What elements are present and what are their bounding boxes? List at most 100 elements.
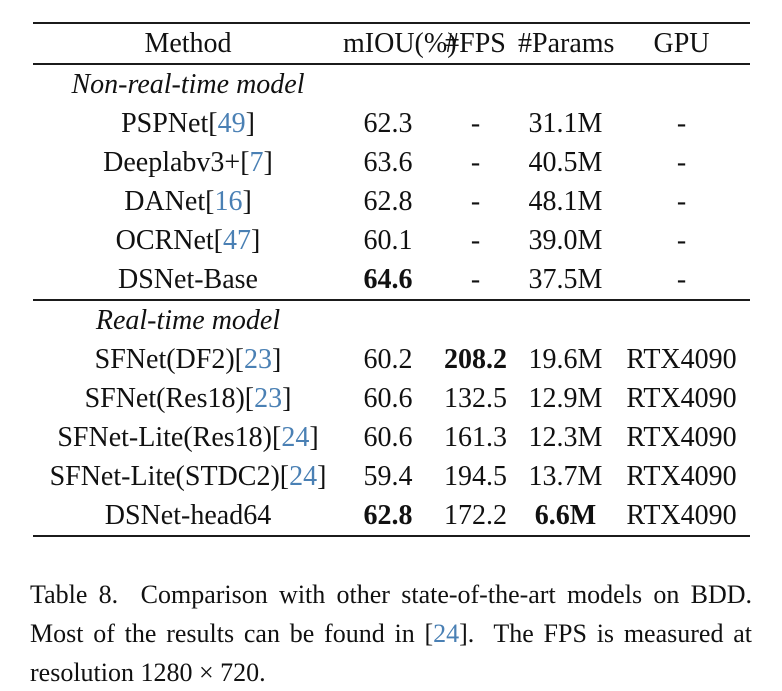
- miou-cell: 60.2: [363, 343, 413, 375]
- miou-cell: 60.6: [363, 382, 413, 414]
- col-header-method: Method: [144, 27, 232, 59]
- table-row: SFNet(Res18)[23] 60.6 132.5 12.9M RTX409…: [33, 379, 750, 418]
- citation-link[interactable]: 23: [254, 382, 283, 414]
- citation-link[interactable]: 49: [217, 107, 246, 139]
- table-row: DANet[16] 62.8 - 48.1M -: [33, 182, 750, 221]
- citation-link[interactable]: 24: [433, 619, 460, 648]
- fps-cell: -: [470, 185, 481, 217]
- gpu-cell: RTX4090: [626, 499, 737, 531]
- table-row: OCRNet[47] 60.1 - 39.0M -: [33, 221, 750, 260]
- method-cell: SFNet-Lite(Res18)[24]: [33, 421, 343, 453]
- col-header-params: #Params: [518, 27, 615, 59]
- citation-link[interactable]: 47: [223, 224, 251, 256]
- table-header-row: Method mIOU(%) #FPS #Params GPU: [33, 24, 750, 63]
- gpu-cell: RTX4090: [626, 460, 737, 492]
- table-row: PSPNet[49] 62.3 - 31.1M -: [33, 104, 750, 143]
- gpu-cell: -: [676, 107, 687, 139]
- gpu-cell: RTX4090: [626, 382, 737, 414]
- table-header-rule: [33, 63, 750, 65]
- results-table: Method mIOU(%) #FPS #Params GPU Non-real…: [33, 22, 750, 537]
- method-name: PSPNet[: [121, 107, 218, 139]
- caption-text: ]. The FPS is measured at resolution 128…: [30, 619, 752, 687]
- method-name-close: ]: [242, 185, 252, 217]
- fps-cell: 194.5: [444, 460, 507, 492]
- fps-cell: -: [470, 107, 481, 139]
- gpu-cell: -: [676, 263, 687, 295]
- gpu-cell: -: [676, 146, 687, 178]
- miou-cell: 64.6: [363, 263, 413, 295]
- method-name-close: ]: [263, 146, 273, 178]
- method-name-close: ]: [317, 460, 327, 492]
- params-cell: 6.6M: [534, 499, 597, 531]
- method-name-close: ]: [309, 421, 319, 453]
- miou-cell: 62.8: [363, 185, 413, 217]
- miou-cell: 63.6: [363, 146, 413, 178]
- method-cell: Deeplabv3+[7]: [33, 146, 343, 178]
- method-cell: SFNet(Res18)[23]: [33, 382, 343, 414]
- method-cell: PSPNet[49]: [33, 107, 343, 139]
- method-name: Deeplabv3+[: [103, 146, 250, 178]
- table-caption: Table 8. Comparison with other state-of-…: [30, 575, 752, 691]
- section-row-real-time: Real-time model: [33, 301, 750, 340]
- method-name: DANet[: [124, 185, 215, 217]
- table-row: DSNet-Base 64.6 - 37.5M -: [33, 260, 750, 299]
- method-name-close: ]: [245, 107, 255, 139]
- fps-cell: -: [470, 263, 481, 295]
- section-label: Non-real-time model: [71, 68, 305, 100]
- params-cell: 40.5M: [528, 146, 603, 178]
- section-label: Real-time model: [95, 304, 281, 336]
- col-header-miou: mIOU(%): [343, 27, 457, 59]
- params-cell: 48.1M: [528, 185, 603, 217]
- miou-cell: 60.6: [363, 421, 413, 453]
- method-name: SFNet-Lite(Res18)[: [57, 421, 282, 453]
- fps-cell: 172.2: [444, 499, 507, 531]
- method-name: SFNet(DF2)[: [94, 343, 244, 375]
- method-name: SFNet-Lite(STDC2)[: [49, 460, 290, 492]
- table-top-rule: [33, 22, 750, 24]
- gpu-cell: -: [676, 185, 687, 217]
- citation-link[interactable]: 24: [281, 421, 310, 453]
- params-cell: 12.9M: [528, 382, 603, 414]
- method-cell: SFNet(DF2)[23]: [33, 343, 343, 375]
- citation-link[interactable]: 16: [214, 185, 243, 217]
- method-cell: SFNet-Lite(STDC2)[24]: [33, 460, 343, 492]
- params-cell: 19.6M: [528, 343, 603, 375]
- col-header-fps: #FPS: [445, 27, 506, 59]
- gpu-cell: RTX4090: [626, 421, 737, 453]
- table-row: DSNet-head64 62.8 172.2 6.6M RTX4090: [33, 496, 750, 535]
- params-cell: 39.0M: [528, 224, 603, 256]
- method-name: DSNet-Base: [118, 263, 258, 295]
- params-cell: 37.5M: [528, 263, 603, 295]
- method-name: DSNet-head64: [104, 499, 272, 531]
- method-name: OCRNet[: [115, 224, 223, 256]
- method-cell: DANet[16]: [33, 185, 343, 217]
- fps-cell: 132.5: [444, 382, 507, 414]
- miou-cell: 62.8: [363, 499, 413, 531]
- table-row: SFNet-Lite(Res18)[24] 60.6 161.3 12.3M R…: [33, 418, 750, 457]
- miou-cell: 60.1: [363, 224, 413, 256]
- gpu-cell: -: [676, 224, 687, 256]
- citation-link[interactable]: 24: [289, 460, 318, 492]
- method-cell: OCRNet[47]: [33, 224, 343, 256]
- table-row: SFNet(DF2)[23] 60.2 208.2 19.6M RTX4090: [33, 340, 750, 379]
- miou-cell: 59.4: [363, 460, 413, 492]
- table-row: SFNet-Lite(STDC2)[24] 59.4 194.5 13.7M R…: [33, 457, 750, 496]
- citation-link[interactable]: 7: [249, 146, 264, 178]
- method-name: SFNet(Res18)[: [84, 382, 255, 414]
- miou-cell: 62.3: [363, 107, 413, 139]
- table-bottom-rule: [33, 535, 750, 537]
- params-cell: 31.1M: [528, 107, 603, 139]
- section-row-non-real-time: Non-real-time model: [33, 65, 750, 104]
- params-cell: 13.7M: [528, 460, 603, 492]
- fps-cell: -: [470, 146, 481, 178]
- table-mid-rule: [33, 299, 750, 301]
- method-name-close: ]: [282, 382, 292, 414]
- method-cell: DSNet-head64: [33, 499, 343, 531]
- params-cell: 12.3M: [528, 421, 603, 453]
- gpu-cell: RTX4090: [626, 343, 737, 375]
- citation-link[interactable]: 23: [244, 343, 272, 375]
- table-row: Deeplabv3+[7] 63.6 - 40.5M -: [33, 143, 750, 182]
- fps-cell: 161.3: [444, 421, 507, 453]
- fps-cell: -: [470, 224, 481, 256]
